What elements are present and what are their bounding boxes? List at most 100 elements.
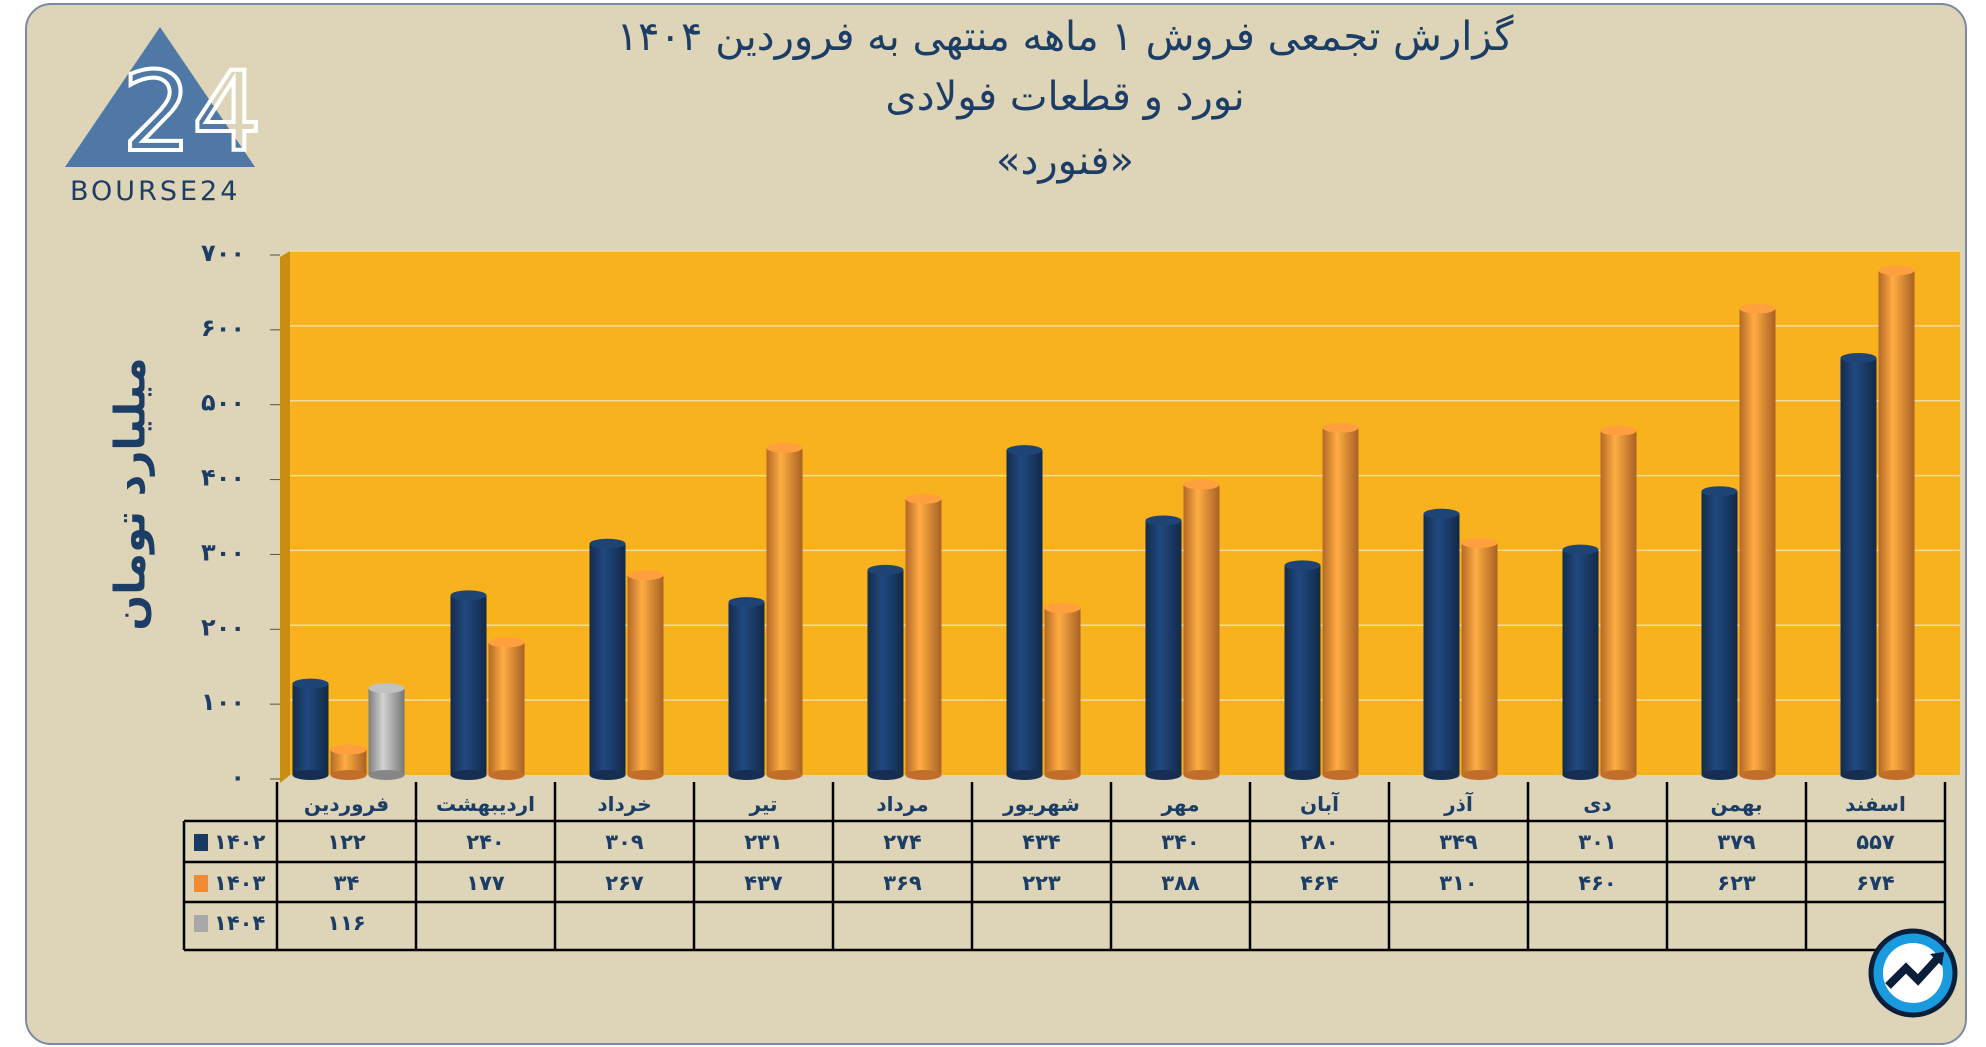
bar-top [867, 564, 904, 575]
bar-base [905, 770, 942, 780]
y-tick-label: ۴۰۰ [201, 464, 245, 492]
legend-swatch [194, 834, 208, 851]
bar-8-0 [1423, 513, 1460, 775]
bar-base [330, 770, 367, 780]
bar-base [1183, 770, 1220, 780]
bar-top [292, 678, 329, 689]
table-cell-value: ۴۶۴ [1300, 871, 1339, 895]
bar-3-1 [766, 447, 803, 775]
bar-top [1284, 560, 1321, 571]
table-cell-value: ۴۳۷ [744, 871, 783, 895]
bar-base [450, 770, 487, 780]
logo-text: BOURSE24 [70, 176, 241, 207]
bar-top [766, 442, 803, 453]
y-tick-label: ۳۰۰ [201, 538, 245, 566]
bar-6-0 [1145, 520, 1182, 775]
bar-top [589, 538, 626, 549]
table-cell-value: ۲۳۱ [744, 830, 782, 854]
bar-top [330, 744, 367, 755]
bar-4-0 [867, 569, 904, 775]
y-tick-label: ۵۰۰ [201, 389, 245, 417]
bar-8-1 [1461, 542, 1498, 775]
y-tick-label: ۲۰۰ [201, 613, 245, 641]
bar-base [867, 770, 904, 780]
bar-top [488, 637, 525, 648]
table-cell-value: ۳۶۹ [883, 871, 922, 895]
table-cell-value: ۲۴۰ [466, 830, 504, 854]
legend-swatch [194, 875, 208, 892]
y-tick-label: ۷۰۰ [201, 239, 245, 267]
bar-7-1 [1322, 427, 1359, 775]
category-label: شهریور [1002, 792, 1080, 816]
bar-9-0 [1562, 549, 1599, 775]
bar-7-0 [1284, 565, 1321, 775]
legend-swatch [194, 915, 208, 932]
table-cell-value: ۳۰۱ [1578, 830, 1616, 854]
bar-base [1461, 770, 1498, 780]
bar-base [1600, 770, 1637, 780]
bar-5-0 [1006, 450, 1043, 775]
y-tick-label: ۶۰۰ [201, 314, 245, 342]
bar-top [1701, 486, 1738, 497]
plot-side-wall [280, 251, 290, 783]
bar-1-1 [488, 642, 525, 775]
bar-base [1044, 770, 1081, 780]
bar-top [1840, 353, 1877, 364]
bar-top [1423, 508, 1460, 519]
bar-top [1600, 425, 1637, 436]
bar-top [905, 493, 942, 504]
table-cell-value: ۲۷۴ [883, 830, 922, 854]
bar-11-1 [1878, 270, 1915, 775]
table-cell-value: ۳۸۸ [1161, 871, 1200, 895]
table-cell-value: ۶۲۳ [1717, 871, 1756, 895]
bar-2-1 [627, 575, 664, 775]
bar-top [368, 683, 405, 694]
table-cell-value: ۲۸۰ [1300, 830, 1338, 854]
table-cell-value: ۳۱۰ [1439, 871, 1477, 895]
table-cell-value: ۶۷۴ [1856, 871, 1895, 895]
bar-6-1 [1183, 484, 1220, 775]
bar-base [627, 770, 664, 780]
bar-base [1562, 770, 1599, 780]
legend-label: ۱۴۰۳ [214, 871, 265, 895]
bar-3-0 [728, 602, 765, 775]
bar-0-2 [368, 688, 405, 775]
chart-company: «فنورد» [996, 138, 1134, 184]
category-label: خرداد [597, 792, 651, 816]
category-label: مرداد [876, 792, 928, 816]
table-cell-value: ۳۴ [334, 871, 360, 895]
bar-top [450, 590, 487, 601]
bar-base [1145, 770, 1182, 780]
bar-5-1 [1044, 608, 1081, 775]
bar-base [1322, 770, 1359, 780]
bar-top [1044, 603, 1081, 614]
table-cell-value: ۳۷۹ [1717, 830, 1756, 854]
bar-base [1840, 770, 1877, 780]
bar-top [1878, 265, 1915, 276]
bar-top [1461, 537, 1498, 548]
table-cell-value: ۱۱۶ [327, 911, 365, 935]
bar-2-0 [589, 543, 626, 775]
category-label: آذر [1443, 791, 1474, 816]
category-label: اردیبهشت [436, 792, 535, 816]
bar-top [1145, 515, 1182, 526]
table-cell-value: ۴۳۴ [1022, 830, 1061, 854]
bar-base [1284, 770, 1321, 780]
table-cell-value: ۲۶۷ [605, 871, 644, 895]
svg-text:24: 24 [122, 48, 260, 176]
plot-area [290, 251, 1960, 775]
bar-4-1 [905, 498, 942, 775]
bar-base [1701, 770, 1738, 780]
category-label: اسفند [1845, 792, 1906, 816]
bar-base [766, 770, 803, 780]
chart-subtitle: نورد و قطعات فولادی [885, 74, 1245, 120]
bar-top [1739, 303, 1776, 314]
bar-top [627, 570, 664, 581]
bar-base [368, 770, 405, 780]
category-label: تیر [748, 792, 777, 816]
bar-9-1 [1600, 430, 1637, 775]
category-label: دی [1583, 792, 1612, 816]
bar-0-0 [292, 683, 329, 775]
bar-top [1006, 445, 1043, 456]
